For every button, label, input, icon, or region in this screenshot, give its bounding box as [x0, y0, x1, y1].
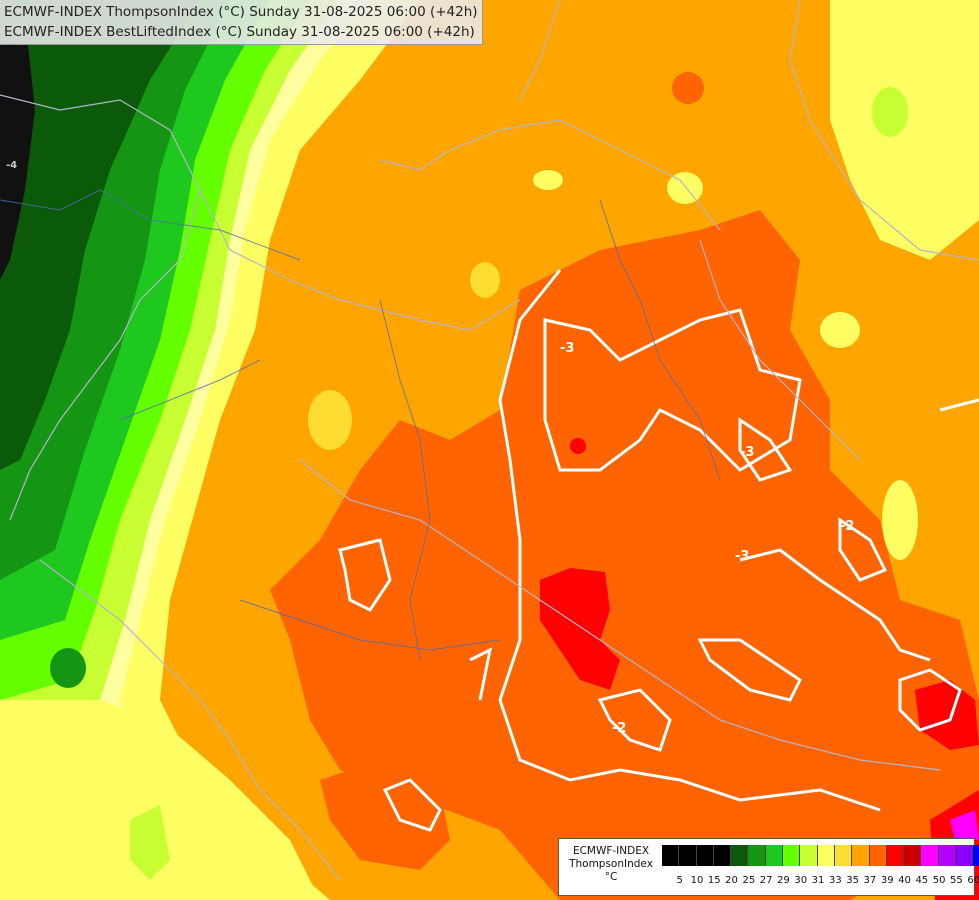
- legend-swatch: [886, 845, 905, 866]
- legend-ticks: 5 10 15 20 25 27 29 30 31 33 35 37 39 40 45 50 55 60: [671, 875, 979, 886]
- color-legend: ECMWF-INDEX ThompsonIndex °C 5 10 15 20 25 27…: [558, 838, 979, 896]
- legend-tick-label: 10: [690, 875, 704, 886]
- legend-swatch: [869, 845, 887, 866]
- legend-tick-label: 39: [880, 875, 894, 886]
- legend-tick-label: 15: [707, 875, 721, 886]
- legend-swatch: [800, 845, 818, 866]
- legend-swatch: [834, 845, 853, 866]
- country-borders: [0, 0, 979, 881]
- legend-tick-label: 30: [794, 875, 808, 886]
- field-green-blob: [50, 648, 86, 688]
- legend-swatch: [956, 845, 974, 866]
- legend-swatch: [748, 845, 766, 866]
- legend-swatch: [852, 845, 870, 866]
- field-darkest-green: [0, 0, 200, 470]
- legend-tick-label: 31: [811, 875, 825, 886]
- legend-tick-label: 27: [759, 875, 773, 886]
- legend-tick-label: 50: [932, 875, 946, 886]
- legend-swatch: [765, 845, 784, 866]
- legend-tick-label: 40: [898, 875, 911, 886]
- header-line-thompson: ECMWF-INDEX ThompsonIndex (°C) Sunday 31…: [4, 4, 478, 20]
- legend-tick-label: 20: [725, 875, 738, 886]
- field-yellow-patch: [308, 390, 352, 450]
- field-lightgreen-south: [130, 805, 170, 880]
- legend-swatches: [662, 845, 979, 866]
- contour-label: -3: [560, 341, 574, 356]
- field-black-edge: [0, 40, 35, 280]
- contour-label: -2: [840, 519, 854, 534]
- legend-tick-label: 45: [915, 875, 929, 886]
- field-darkorange-core: [270, 210, 979, 900]
- legend-title: ECMWF-INDEX ThompsonIndex °C: [563, 845, 659, 884]
- field-yellow-patch: [533, 170, 563, 190]
- legend-swatch: [973, 845, 979, 866]
- legend-swatch: [696, 845, 714, 866]
- legend-swatch: [938, 845, 957, 866]
- legend-swatch: [817, 845, 835, 866]
- rivers: [0, 189, 721, 661]
- contour-label: -3: [735, 549, 749, 564]
- map-header: ECMWF-INDEX ThompsonIndex (°C) Sunday 31…: [0, 0, 483, 45]
- legend-title-index: ThompsonIndex: [569, 858, 653, 870]
- legend-title-unit: °C: [604, 871, 618, 883]
- field-yellow-southwest: [0, 700, 320, 900]
- field-yellow-patch: [470, 262, 500, 298]
- legend-tick-label: 29: [777, 875, 790, 886]
- legend-tick-label: 60: [967, 875, 979, 886]
- legend-tick-label: 35: [846, 875, 859, 886]
- header-line-lifted: ECMWF-INDEX BestLiftedIndex (°C) Sunday …: [4, 24, 475, 40]
- field-yellow-patch: [667, 172, 703, 204]
- contour-label: -4: [6, 160, 17, 171]
- legend-tick-label: 33: [828, 875, 842, 886]
- field-magenta-core: [950, 810, 979, 840]
- legend-swatch: [904, 845, 922, 866]
- legend-tick-label: 37: [863, 875, 877, 886]
- legend-swatch: [731, 845, 749, 866]
- legend-swatch: [783, 845, 801, 866]
- legend-swatch: [679, 845, 697, 866]
- legend-tick-label: 25: [742, 875, 756, 886]
- contour-label: -3: [740, 445, 754, 460]
- legend-title-model: ECMWF-INDEX: [572, 845, 650, 857]
- contour-label: -2: [612, 721, 626, 736]
- field-red-spot: [570, 438, 586, 454]
- field-yellow-northeast: [830, 0, 979, 260]
- legend-swatch: [662, 845, 680, 866]
- contour-labels: -3 -3 -3 -2 -2 -4: [6, 160, 854, 736]
- legend-swatch: [921, 845, 939, 866]
- legend-swatch: [713, 845, 732, 866]
- lifted-index-contours: [338, 269, 979, 832]
- legend-tick-label: 5: [676, 875, 683, 886]
- field-yellow-patch: [882, 480, 918, 560]
- legend-tick-label: 55: [950, 875, 963, 886]
- field-red-core-2: [915, 680, 979, 750]
- field-red-core-1: [540, 568, 620, 690]
- field-yellow-patch: [820, 312, 860, 348]
- field-darkorange-spot: [672, 72, 704, 104]
- field-green-northeast: [872, 87, 908, 137]
